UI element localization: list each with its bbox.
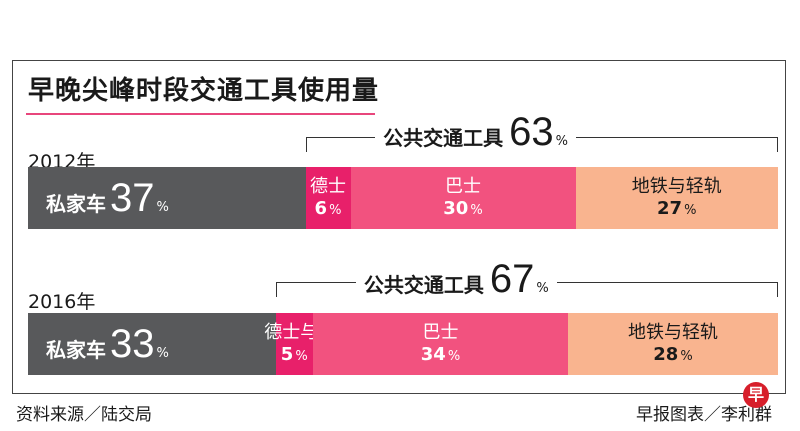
segment-value: 6% [314,198,342,219]
bar-segment: 德士 6% [305,167,351,229]
chart-frame [12,60,786,394]
public-transport-total: 63 [509,110,554,154]
segment-name: 地铁与轻轨 [631,176,722,197]
public-transport-name: 公共交通工具 [383,126,504,150]
chart-title: 早晚尖峰时段交通工具使用量 [28,76,380,106]
source-note: 资料来源／陆交局 [16,405,152,425]
segment-label: 德士 6% [306,172,351,219]
segment-value: 27% [657,198,697,219]
title-underline [26,113,472,115]
bar-segment: 地铁与轻轨 27% [575,167,779,229]
segment-label: 私家车 37% [46,178,169,218]
bar-segment: 巴士 30% [350,167,576,229]
segment-name: 私家车 [46,338,106,362]
segment-value: 5% [280,344,308,365]
bar-segment: 私家车 37% [28,167,306,229]
segment-label: 私家车 33% [46,324,169,364]
public-transport-total: 67 [489,257,535,301]
segment-name: 巴士 [445,176,481,197]
bar-segment: 德士与私召车5% [264,313,372,375]
segment-label: 德士与私召车5% [264,318,372,365]
bar-segment: 地铁与轻轨 28% [568,313,778,375]
stacked-bar: 私家车 37% 德士 6% 巴士 30% 地铁与轻轨 27% [28,167,778,229]
bar-segment: 私家车 33% [28,313,276,375]
public-transport-label: 公共交通工具 63% [375,112,576,152]
segment-label: 地铁与轻轨 27% [576,172,779,219]
segment-name: 巴士 [422,322,459,343]
segment-name: 私家车 [46,192,106,216]
segment-label: 巴士 34% [313,318,568,365]
publisher-logo: 早 [743,382,769,408]
public-transport-label: 公共交通工具 67% [355,257,557,301]
segment-value: 28% [653,344,693,365]
public-transport-name: 公共交通工具 [363,273,484,297]
year-label: 2016年 [28,291,96,313]
segment-value: 37 [110,176,155,220]
credit-note: 早报图表／李利群 [636,405,772,425]
percent-sign: % [536,281,549,296]
segment-name: 德士 [310,176,346,197]
segment-value: 34% [420,344,461,365]
segment-name: 地铁与轻轨 [628,322,718,343]
percent-sign: % [156,346,169,361]
segment-value: 33 [110,322,155,366]
percent-sign: % [555,134,568,149]
bar-segment: 巴士 34% [313,313,568,375]
segment-label: 地铁与轻轨 28% [568,318,778,365]
segment-label: 巴士 30% [351,172,576,219]
percent-sign: % [156,200,169,215]
segment-value: 30% [443,198,483,219]
